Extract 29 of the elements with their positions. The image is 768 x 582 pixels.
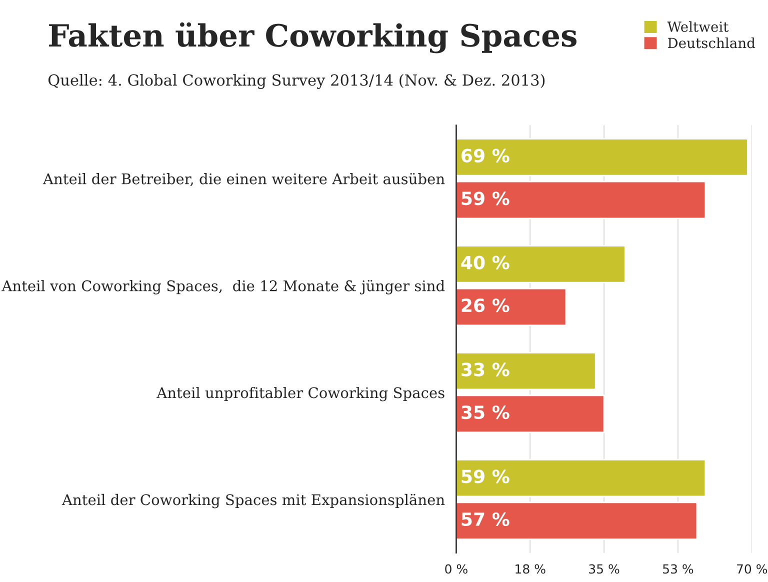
data-label: 59 % <box>462 192 510 206</box>
data-label: 26 % <box>462 298 510 312</box>
x-tick-label: 35 % <box>589 564 620 574</box>
bar <box>456 288 567 326</box>
x-tick-label: 18 % <box>516 564 546 574</box>
bar <box>456 352 596 390</box>
bar <box>456 245 626 284</box>
x-tick-label: 0 % <box>445 564 468 574</box>
bar <box>456 394 605 433</box>
data-label: 57 % <box>462 512 510 526</box>
data-label: 59 % <box>462 470 510 484</box>
legend-label: Deutschland <box>668 37 756 48</box>
bar <box>456 502 698 540</box>
bar <box>456 458 706 498</box>
y-tick-label: Anteil der Coworking Spaces mit Expansionsplänen <box>62 494 445 508</box>
y-tick-label: Anteil der Betreiber, die einen weitere Arbeit ausüben <box>42 172 445 186</box>
text: Quelle: 4. Global Coworking Survey 2013/14 (Nov. & Dez. 2013) <box>48 74 545 89</box>
chart-title: Fakten über Coworking Spaces <box>49 22 576 54</box>
x-tick-label: 70 % <box>737 564 768 574</box>
bar <box>456 138 748 176</box>
data-label: 69 % <box>462 148 510 162</box>
y-tick-label: Anteil von Coworking Spaces, die 12 Monate & jünger sind <box>2 280 445 294</box>
bar <box>456 180 706 220</box>
legend-label: Weltweit <box>667 21 729 32</box>
y-tick-label: Anteil unprofitabler Coworking Spaces <box>156 386 444 402</box>
x-tick-label: 53 % <box>663 564 694 574</box>
data-label: 33 % <box>462 362 510 376</box>
data-label: 40 % <box>461 256 510 270</box>
data-label: 35 % <box>462 405 510 420</box>
